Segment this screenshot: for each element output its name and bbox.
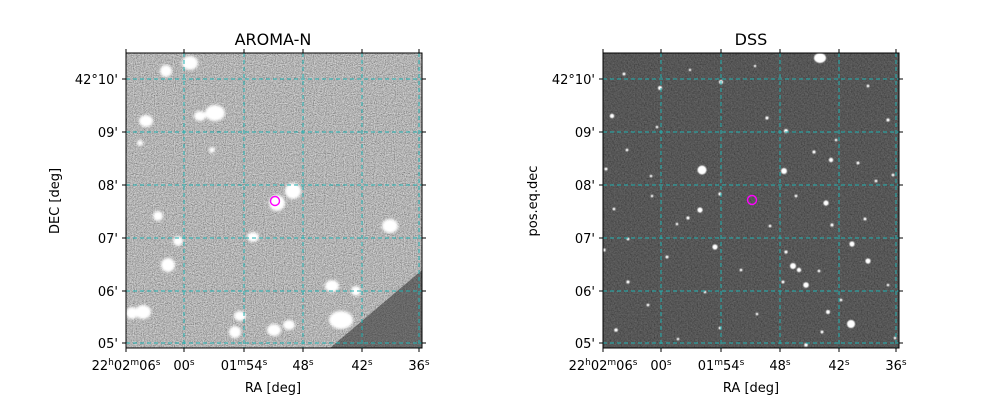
dec-tick-label: 06' — [98, 285, 118, 300]
coordinate-grid — [126, 53, 422, 348]
ra-tick-label: 42s — [828, 358, 850, 374]
ra-tick-labels: 22h02m06s 00s 01m54s 48s 42s 36s — [92, 358, 430, 374]
sky-image — [603, 53, 899, 348]
y-axis-label: DEC [deg] — [48, 168, 63, 234]
dec-tick-label: 42°10' — [552, 73, 595, 88]
ra-tick-label: 00s — [173, 358, 195, 374]
panel-title: AROMA-N — [235, 30, 312, 49]
ra-tick-labels: 22h02m06s 00s 01m54s 48s 42s 36s — [569, 358, 907, 374]
dec-tick-label: 09' — [575, 126, 595, 141]
tick-marks — [122, 49, 426, 352]
dec-tick-label: 42°10' — [75, 73, 118, 88]
ra-tick-label: 01m54s — [221, 358, 268, 374]
source-blobs — [126, 56, 398, 338]
axes-frame — [125, 52, 423, 349]
dec-tick-label: 08' — [98, 179, 118, 194]
x-axis-label: RA [deg] — [723, 381, 779, 396]
panel-aroma-n: AROMA-N — [48, 30, 430, 396]
ra-tick-label: 00s — [650, 358, 672, 374]
dec-tick-label: 09' — [98, 126, 118, 141]
sky-image — [126, 53, 422, 348]
tick-marks — [599, 49, 903, 352]
axes-frame — [602, 52, 900, 349]
y-axis-label: pos.eq.dec — [526, 166, 541, 237]
ra-tick-label: 42s — [351, 358, 373, 374]
dec-tick-label: 08' — [575, 179, 595, 194]
star-field — [603, 53, 897, 347]
x-axis-label: RA [deg] — [245, 381, 301, 396]
ra-tick-label: 36s — [408, 358, 430, 374]
ra-tick-label: 22h02m06s — [569, 358, 638, 374]
coordinate-grid — [603, 53, 899, 348]
dec-tick-label: 07' — [575, 232, 595, 247]
dec-tick-labels: 42°10' 09' 08' 07' 06' 05' — [75, 73, 118, 352]
dec-tick-label: 07' — [98, 232, 118, 247]
dec-tick-label: 05' — [575, 337, 595, 352]
panel-title: DSS — [735, 30, 768, 49]
target-marker — [746, 194, 758, 206]
dec-tick-label: 05' — [98, 337, 118, 352]
dec-tick-labels: 42°10' 09' 08' 07' 06' 05' — [552, 73, 595, 352]
ra-tick-label: 36s — [885, 358, 907, 374]
dec-tick-label: 06' — [575, 285, 595, 300]
panel-dss: DSS — [526, 30, 907, 396]
ra-tick-label: 22h02m06s — [92, 358, 161, 374]
ra-tick-label: 48s — [292, 358, 314, 374]
ra-tick-label: 01m54s — [698, 358, 745, 374]
target-marker — [269, 195, 281, 207]
ra-tick-label: 48s — [769, 358, 791, 374]
